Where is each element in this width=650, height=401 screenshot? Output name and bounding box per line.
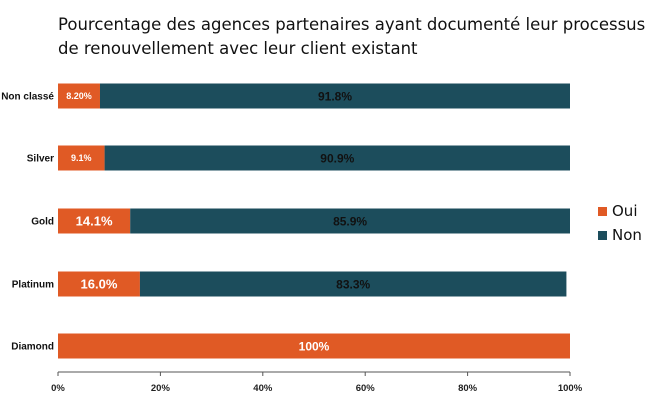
bar-layer: 8.20% 91.8% 9.1% 90.9% 14.1% 85.9% 16.0% 83.3% 1… [58, 83, 570, 359]
data-label-oui-gold: 14.1% [76, 214, 113, 229]
bar-oui-silver [58, 145, 105, 171]
x-tick-label: 80% [458, 383, 478, 394]
bar-non-silver [104, 145, 570, 171]
legend-label-oui: Oui [612, 202, 637, 220]
legend-swatch-non [598, 231, 607, 240]
data-label-oui-non-classe: 8.20% [66, 91, 92, 101]
bar-non-gold [130, 208, 570, 234]
bar-oui-platinum [58, 271, 140, 297]
category-label-platinum: Platinum [12, 280, 54, 291]
chart-title: Pourcentage des agences partenaires ayan… [58, 15, 645, 58]
x-tick-label: 0% [51, 383, 65, 394]
category-label-gold: Gold [31, 217, 54, 228]
chart-title-line-1: Pourcentage des agences partenaires ayan… [58, 15, 645, 34]
category-label-diamond: Diamond [11, 342, 54, 353]
bar-oui-non-classe [58, 83, 100, 109]
data-label-oui-silver: 9.1% [71, 153, 92, 163]
category-label-silver: Silver [27, 154, 54, 165]
data-label-non-platinum: 83.3% [336, 277, 370, 291]
chart-title-line-2: de renouvellement avec leur client exist… [58, 39, 418, 58]
data-label-non-gold: 85.9% [333, 214, 367, 228]
category-labels: Non classé Silver Gold Platinum Diamond [1, 92, 54, 353]
x-tick-label: 40% [253, 383, 273, 394]
x-tick-label: 60% [356, 383, 376, 394]
legend-label-non: Non [612, 226, 642, 244]
x-tick-label: 20% [151, 383, 171, 394]
bar-non-non-classe [99, 83, 570, 109]
category-label-non-classe: Non classé [1, 92, 54, 103]
data-label-oui-diamond: 100% [299, 339, 330, 353]
data-label-oui-platinum: 16.0% [81, 277, 118, 292]
legend: Oui Non [598, 202, 642, 244]
x-axis: 0% 20% 40% 60% 80% 100% [51, 371, 583, 394]
x-tick-label: 100% [558, 383, 583, 394]
bar-oui-diamond [58, 333, 570, 359]
data-label-non-silver: 90.9% [320, 151, 354, 165]
legend-swatch-oui [598, 207, 607, 216]
data-label-non-non-classe: 91.8% [318, 89, 352, 103]
bar-non-platinum [139, 271, 567, 297]
bar-oui-gold [58, 208, 131, 234]
